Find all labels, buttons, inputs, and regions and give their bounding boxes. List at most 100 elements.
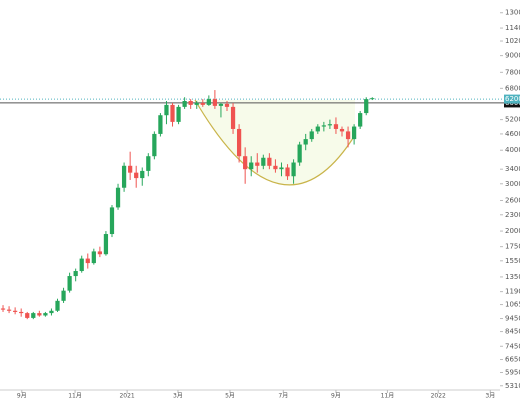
candle-body: [0, 308, 6, 310]
y-tick-label: 595000: [505, 368, 520, 376]
candle-body: [351, 126, 357, 140]
candle-body: [67, 276, 72, 291]
candle-body: [273, 165, 278, 170]
y-tick-label: 13000000: [505, 9, 520, 17]
x-tick-label: 7月: [278, 393, 288, 400]
candle-body: [200, 102, 205, 105]
candle-body: [25, 313, 30, 318]
candle-body: [309, 131, 314, 140]
candle-body: [255, 162, 260, 166]
candle-body: [43, 313, 48, 316]
y-tick-label: 9000000: [505, 52, 520, 60]
candle-body: [249, 162, 254, 170]
candle-body: [370, 98, 375, 100]
candle-body: [6, 309, 12, 311]
candle-body: [339, 128, 345, 132]
candle-body: [79, 258, 84, 272]
candle-body: [13, 310, 18, 312]
y-tick-label: 2000000: [505, 227, 520, 235]
candle-body: [49, 310, 54, 314]
candle-body: [61, 290, 66, 301]
y-tick-label: 845000: [505, 328, 520, 336]
candle-body: [218, 103, 224, 106]
candle-body: [194, 102, 199, 105]
y-tick-label: 1190000: [505, 288, 520, 296]
candle-body: [85, 258, 90, 264]
candle-body: [170, 104, 175, 122]
x-tick-label: 3月: [485, 393, 495, 400]
y-tick-label: 3400000: [505, 165, 520, 173]
x-tick-label: 2021: [119, 393, 134, 400]
x-tick-label: 5月: [225, 393, 235, 400]
x-tick-label: 9月: [331, 393, 341, 400]
candle-body: [152, 133, 157, 157]
candle-body: [19, 311, 24, 314]
candle-body: [37, 313, 42, 316]
y-tick-label: 5200000: [505, 116, 520, 124]
candle-body: [261, 157, 266, 166]
candle-body: [128, 165, 133, 173]
candle-body: [206, 99, 211, 105]
y-tick-label: 3000000: [505, 180, 520, 188]
current-price-box: [504, 94, 520, 104]
candle-body: [146, 156, 151, 171]
candle-body: [188, 100, 193, 105]
y-tick-label: 1065000: [505, 301, 520, 309]
candle-body: [212, 99, 218, 106]
y-tick-label: 531000: [505, 382, 520, 390]
candle-body: [303, 139, 308, 145]
cup-curve: [194, 99, 356, 186]
candle-body: [267, 157, 272, 166]
candle-body: [109, 207, 115, 235]
current-price-label: 6200000: [505, 95, 520, 103]
candle-body: [285, 167, 290, 177]
x-tick-label: 2022: [431, 393, 446, 400]
candle-body: [297, 144, 302, 163]
y-tick-label: 6800000: [505, 84, 520, 92]
y-tick-label: 4600000: [505, 130, 520, 138]
y-tick-label: 945000: [505, 315, 520, 323]
candle-body: [243, 156, 248, 170]
candle-body: [291, 162, 296, 177]
candle-body: [279, 167, 284, 170]
candle-body: [321, 125, 326, 127]
y-tick-label: 7800000: [505, 68, 520, 76]
candle-body: [121, 165, 127, 188]
candle-body: [176, 106, 181, 122]
x-tick-label: 11月: [68, 393, 82, 400]
candle-body: [327, 124, 333, 126]
candle-body: [73, 271, 78, 277]
x-tick-label: 9月: [17, 393, 27, 400]
candle-body: [31, 313, 36, 318]
y-tick-label: 2300000: [505, 211, 520, 219]
candle-body: [140, 170, 145, 179]
candle-body: [230, 106, 236, 129]
y-tick-label: 745000: [505, 342, 520, 350]
candle-body: [97, 251, 102, 255]
candle-body: [134, 172, 139, 179]
y-tick-label: 10200000: [505, 37, 520, 45]
candle-body: [236, 128, 242, 157]
y-tick-label: 1750000: [505, 243, 520, 251]
candle-body: [164, 104, 169, 116]
candle-body: [158, 115, 163, 134]
candle-body: [358, 113, 363, 127]
candle-body: [345, 131, 351, 140]
y-tick-label: 1550000: [505, 257, 520, 265]
candle-body: [103, 234, 109, 255]
y-tick-label: 1350000: [505, 273, 520, 281]
y-tick-label: 11400000: [505, 24, 520, 32]
x-tick-label: 11月: [381, 393, 395, 400]
candle-body: [333, 124, 339, 129]
y-tick-label: 665000: [505, 356, 520, 364]
x-tick-label: 3月: [173, 393, 183, 400]
candle-body: [315, 126, 320, 132]
candle-body: [55, 300, 60, 311]
y-tick-label: 4000000: [505, 146, 520, 154]
candle-body: [91, 251, 96, 264]
candle-body: [224, 103, 230, 107]
candle-body: [115, 187, 121, 208]
candle-body: [364, 99, 369, 114]
